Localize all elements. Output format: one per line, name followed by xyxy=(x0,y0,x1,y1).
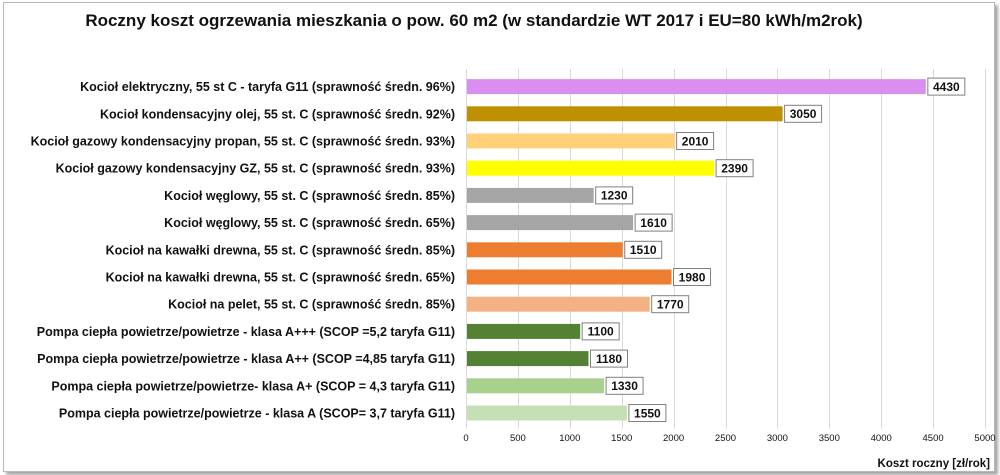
category-label: Kocioł węglowy, 55 st. C (sprawność śred… xyxy=(164,189,455,203)
category-label: Pompa ciepła powietrze/powietrze - klasa… xyxy=(37,325,455,339)
bar xyxy=(467,323,581,339)
x-tick-label: 1000 xyxy=(559,433,580,444)
category-label: Pompa ciepła powietrze/powietrze - klasa… xyxy=(37,352,455,366)
data-label: 1230 xyxy=(601,189,628,203)
bar xyxy=(467,296,650,312)
data-label: 2010 xyxy=(682,134,709,148)
data-label: 3050 xyxy=(790,107,817,121)
bar xyxy=(467,160,715,176)
category-label: Kocioł gazowy kondensacyjny propan, 55 s… xyxy=(31,135,455,149)
category-labels: Kocioł elektryczny, 55 st C - taryfa G11… xyxy=(31,80,455,420)
data-label: 1100 xyxy=(588,325,614,339)
data-label-box xyxy=(595,186,634,205)
category-label: Kocioł kondensacyjny olej, 55 st. C (spr… xyxy=(100,107,455,121)
data-label: 1610 xyxy=(640,216,667,230)
bar xyxy=(467,79,926,95)
category-label: Kocioł węglowy, 55 st. C (sprawność śred… xyxy=(164,216,455,230)
data-label-box xyxy=(676,132,715,150)
category-label: Pompa ciepła powietrze/powietrze - klasa… xyxy=(59,407,455,421)
category-label: Kocioł na kawałki drewna, 55 st. C (spra… xyxy=(106,243,455,257)
x-tick-label: 2000 xyxy=(663,433,684,444)
data-label-box xyxy=(715,159,754,178)
category-label: Kocioł gazowy kondensacyjny GZ, 55 st. C… xyxy=(56,162,455,176)
x-tick-label: 2500 xyxy=(715,433,736,444)
data-label-box xyxy=(589,349,628,368)
bar xyxy=(467,351,589,367)
data-label-box xyxy=(624,240,663,259)
x-tick-label: 5000 xyxy=(974,433,995,444)
x-tick-label: 500 xyxy=(510,433,526,444)
gridlines xyxy=(466,69,986,429)
x-tick-label: 1500 xyxy=(611,433,632,444)
data-label: 1770 xyxy=(657,298,684,312)
data-label: 1550 xyxy=(634,406,661,420)
x-tick-label: 4000 xyxy=(871,433,892,444)
x-axis-title: Koszt roczny [zł/rok] xyxy=(878,458,991,470)
bar xyxy=(467,106,783,122)
bar xyxy=(467,133,675,149)
x-tick-label: 3000 xyxy=(767,433,788,444)
data-label-box xyxy=(927,77,966,96)
bar xyxy=(467,215,634,231)
category-label: Kocioł elektryczny, 55 st C - taryfa G11… xyxy=(80,80,455,94)
data-label: 1330 xyxy=(611,379,638,393)
data-label: 4430 xyxy=(933,80,960,94)
x-tick-label: 3500 xyxy=(819,433,840,444)
bar xyxy=(467,405,627,421)
bar xyxy=(467,242,623,258)
category-label: Pompa ciepła powietrze/powietrze- klasa … xyxy=(51,379,455,393)
x-tick-label: 0 xyxy=(463,433,468,444)
data-label-box xyxy=(634,213,673,232)
data-labels: 4430 3050 2010 2390 1230 1610 1510 1980 1770 1100… xyxy=(581,77,966,422)
data-label-box xyxy=(605,376,644,395)
x-tick-label: 4500 xyxy=(923,433,944,444)
x-tick-labels: 0 500 1000 1500 2000 2500 3000 3500 4000 4500 5000 xyxy=(463,433,995,444)
category-label: Kocioł na kawałki drewna, 55 st. C (spra… xyxy=(106,271,455,285)
bar xyxy=(467,269,672,285)
data-label-box xyxy=(784,104,823,123)
data-label: 1510 xyxy=(630,243,657,257)
data-label-box xyxy=(673,268,712,286)
data-label: 1980 xyxy=(679,270,706,284)
data-label: 1180 xyxy=(596,352,622,366)
data-label-box xyxy=(651,295,690,314)
bar xyxy=(467,378,605,394)
data-label: 2390 xyxy=(721,162,748,176)
category-label: Kocioł na pelet, 55 st. C (sprawność śre… xyxy=(168,298,455,312)
bar xyxy=(467,187,594,203)
bars xyxy=(467,79,926,421)
chart-title: Roczny koszt ogrzewania mieszkania o pow… xyxy=(85,11,863,30)
data-label-box xyxy=(581,322,620,341)
data-label-box xyxy=(628,404,667,422)
